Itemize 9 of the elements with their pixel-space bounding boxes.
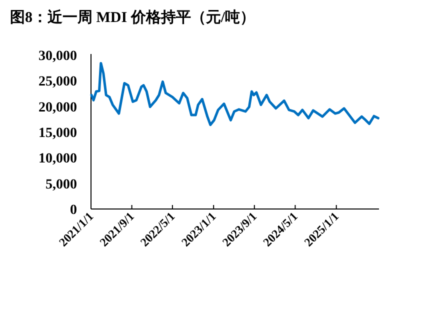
chart-title: 图8：近一周 MDI 价格持平（元/吨） — [10, 9, 255, 26]
y-tick-label: 25,000 — [38, 74, 77, 90]
y-tick-label: 30,000 — [38, 49, 77, 64]
y-tick-label: 10,000 — [38, 152, 77, 167]
y-tick-label: 15,000 — [38, 126, 77, 141]
y-tick-label: 0 — [70, 203, 77, 218]
y-tick-label: 20,000 — [38, 100, 77, 116]
line-series — [90, 62, 380, 126]
y-tick-label: 5,000 — [46, 177, 77, 192]
